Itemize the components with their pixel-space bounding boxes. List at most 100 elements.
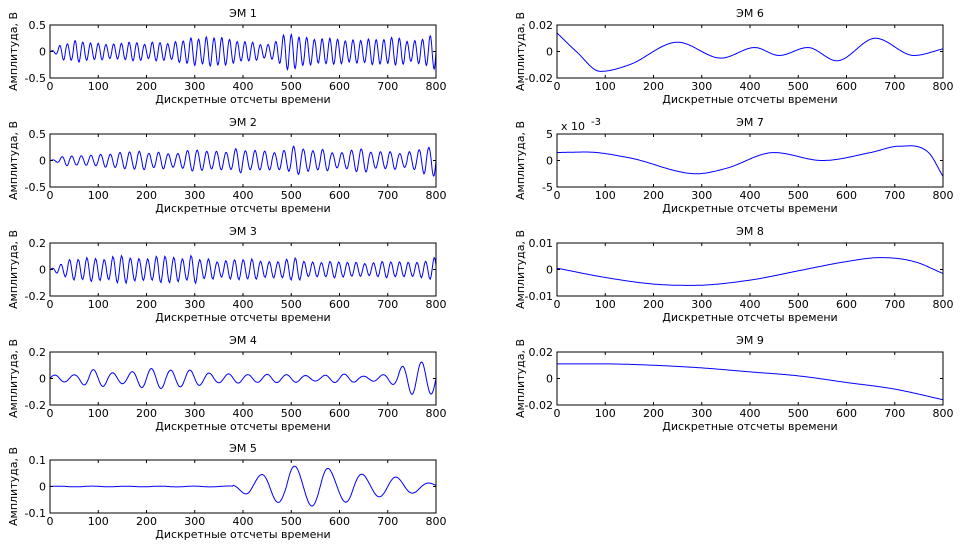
x-axis-label: Дискретные отсчеты времени [662,311,837,324]
subplot-title: ЭМ 6 [736,7,764,20]
x-tick-label: 0 [554,80,561,93]
x-tick-label: 200 [136,298,157,311]
x-tick-label: 300 [691,298,712,311]
x-tick-label: 600 [329,298,350,311]
x-tick-label: 800 [933,80,954,93]
y-tick-label: 0 [546,155,553,168]
y-axis-label: Амплитуда, В [7,230,20,309]
x-axis-label: Дискретные отсчеты времени [155,311,330,324]
y-tick-label: -0.02 [525,72,553,85]
series-line [556,145,944,177]
axes-box [556,242,944,297]
x-tick-label: 200 [643,298,664,311]
x-tick-label: 800 [426,515,447,528]
x-axis-label: Дискретные отсчеты времени [155,528,330,541]
x-tick-label: 800 [933,189,954,202]
x-tick-label: 100 [88,515,109,528]
x-axis-label: Дискретные отсчеты времени [662,202,837,215]
y-exponent-power: -3 [591,117,601,128]
x-tick-label: 100 [595,189,616,202]
x-tick-label: 400 [740,407,761,420]
x-tick-label: 200 [136,189,157,202]
x-tick-label: 200 [643,189,664,202]
x-tick-label: 300 [184,407,205,420]
y-axis-label: Амплитуда, В [514,339,527,418]
x-tick-label: 0 [554,407,561,420]
x-tick-label: 600 [329,515,350,528]
y-tick-label: 0.5 [29,128,47,141]
x-axis-label: Дискретные отсчеты времени [662,420,837,433]
subplot-em-1: ЭМ 10 100 200 300 400 500 600 700 8000.50-0.5Дис… [7,7,447,106]
x-tick-label: 700 [884,298,905,311]
subplot-title: ЭМ 8 [736,225,764,238]
subplot-em-8: ЭМ 80 100 200 300 400 500 600 700 8000.010-0.01Д… [514,225,954,324]
x-tick-label: 200 [136,80,157,93]
y-tick-label: -5 [542,181,553,194]
x-tick-label: 800 [426,189,447,202]
y-axis-label: Амплитуда, В [7,447,20,526]
x-tick-label: 0 [554,298,561,311]
x-tick-label: 0 [47,407,54,420]
x-tick-label: 300 [184,298,205,311]
x-tick-label: 600 [329,80,350,93]
series-line [49,254,437,285]
x-tick-label: 100 [595,298,616,311]
subplot-title: ЭМ 1 [229,7,257,20]
x-tick-label: 300 [691,407,712,420]
x-tick-label: 400 [233,189,254,202]
x-axis-label: Дискретные отсчеты времени [662,93,837,106]
x-tick-label: 300 [184,515,205,528]
x-tick-label: 600 [329,189,350,202]
x-axis-label: Дискретные отсчеты времени [155,93,330,106]
x-tick-label: 500 [788,80,809,93]
y-tick-label: 0.01 [529,237,554,250]
x-axis-label: Дискретные отсчеты времени [155,202,330,215]
x-tick-label: 300 [691,189,712,202]
x-tick-label: 800 [426,80,447,93]
x-tick-label: 100 [88,407,109,420]
subplot-title: ЭМ 4 [229,334,257,347]
series-line [556,32,944,72]
x-tick-label: 200 [136,407,157,420]
y-tick-label: 0.02 [529,346,554,359]
x-tick-label: 400 [233,298,254,311]
x-axis-label: Дискретные отсчеты времени [155,420,330,433]
x-tick-label: 500 [788,298,809,311]
x-tick-label: 800 [426,407,447,420]
axes-box [49,242,437,297]
x-tick-label: 100 [88,189,109,202]
y-tick-label: 0 [39,155,46,168]
y-tick-label: 0.2 [29,237,47,250]
y-tick-label: -0.2 [25,290,46,303]
x-tick-label: 100 [595,80,616,93]
y-tick-label: 0.02 [529,19,554,32]
subplot-em-3: ЭМ 30 100 200 300 400 500 600 700 8000.20-0.2Дис… [7,225,447,324]
y-tick-label: 0 [546,373,553,386]
y-axis-label: Амплитуда, В [7,121,20,200]
series-line [50,145,437,177]
x-tick-label: 500 [281,515,302,528]
subplot-em-5: ЭМ 50 100 200 300 400 500 600 700 8000.10-0.1Дис… [7,442,447,541]
subplot-em-6: ЭМ 60 100 200 300 400 500 600 700 8000.020-0.02Д… [514,7,954,106]
subplot-title: ЭМ 5 [229,442,257,455]
y-tick-label: -0.02 [525,399,553,412]
x-tick-label: 500 [788,407,809,420]
y-tick-label: -0.5 [25,72,46,85]
subplot-title: ЭМ 7 [736,116,764,129]
x-tick-label: 500 [788,189,809,202]
x-tick-label: 0 [554,189,561,202]
x-tick-label: 200 [643,407,664,420]
y-tick-label: -0.2 [25,399,46,412]
x-tick-label: 700 [377,80,398,93]
series-line [556,257,944,286]
series-line [49,32,437,72]
x-tick-label: 400 [740,189,761,202]
x-tick-label: 700 [377,515,398,528]
x-tick-label: 200 [136,515,157,528]
x-tick-label: 500 [281,298,302,311]
x-tick-label: 0 [47,515,54,528]
x-tick-label: 0 [47,298,54,311]
axes-box [556,133,944,188]
y-tick-label: 0 [39,46,46,59]
